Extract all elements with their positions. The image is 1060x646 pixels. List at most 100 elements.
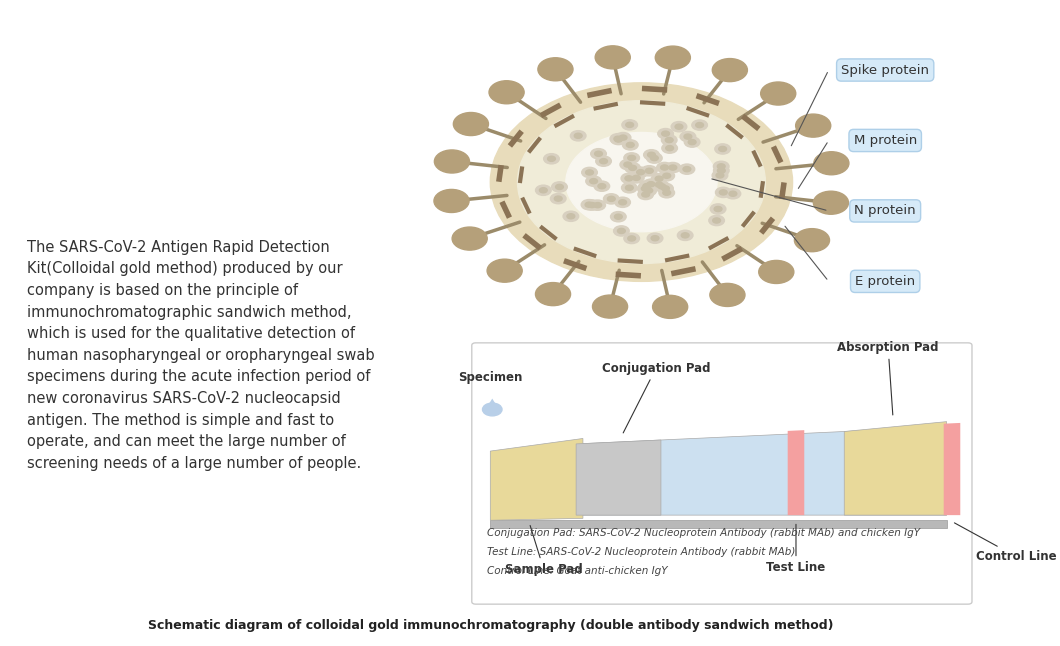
Text: Control Line: Control Line xyxy=(954,523,1057,563)
Circle shape xyxy=(633,175,640,180)
Text: Control Line: Goat anti-chicken IgY: Control Line: Goat anti-chicken IgY xyxy=(488,567,668,576)
Circle shape xyxy=(548,156,555,162)
Circle shape xyxy=(453,227,488,250)
Circle shape xyxy=(648,233,662,244)
Circle shape xyxy=(598,183,605,189)
Circle shape xyxy=(661,135,677,145)
Circle shape xyxy=(685,137,700,147)
Circle shape xyxy=(662,190,671,195)
Polygon shape xyxy=(491,439,583,520)
Circle shape xyxy=(624,233,639,244)
Text: Absorption Pad: Absorption Pad xyxy=(837,340,939,415)
Circle shape xyxy=(622,140,638,150)
Circle shape xyxy=(550,194,566,203)
Circle shape xyxy=(595,46,631,69)
Circle shape xyxy=(596,156,612,166)
Circle shape xyxy=(590,149,606,159)
Circle shape xyxy=(629,165,636,171)
Circle shape xyxy=(671,121,687,132)
Circle shape xyxy=(633,167,649,177)
Circle shape xyxy=(653,295,688,318)
Circle shape xyxy=(665,162,681,172)
Circle shape xyxy=(651,156,658,161)
Circle shape xyxy=(655,182,664,187)
Circle shape xyxy=(566,132,717,232)
Text: Sample Pad: Sample Pad xyxy=(505,525,583,576)
Circle shape xyxy=(655,46,690,69)
Circle shape xyxy=(611,134,625,144)
Circle shape xyxy=(658,184,666,189)
Circle shape xyxy=(607,196,615,202)
Circle shape xyxy=(594,203,602,208)
Circle shape xyxy=(648,152,655,158)
Circle shape xyxy=(714,207,722,211)
Circle shape xyxy=(683,167,691,172)
Circle shape xyxy=(647,182,655,187)
Circle shape xyxy=(491,83,793,282)
Circle shape xyxy=(589,178,598,183)
FancyBboxPatch shape xyxy=(472,343,972,604)
Circle shape xyxy=(682,233,689,238)
Circle shape xyxy=(517,101,765,264)
Polygon shape xyxy=(788,430,805,515)
Polygon shape xyxy=(491,520,947,528)
Circle shape xyxy=(603,194,619,204)
Circle shape xyxy=(625,185,633,191)
Circle shape xyxy=(551,182,567,192)
Circle shape xyxy=(794,229,830,252)
Circle shape xyxy=(586,176,601,186)
Circle shape xyxy=(637,183,653,194)
Circle shape xyxy=(718,168,725,173)
Circle shape xyxy=(688,140,696,145)
Text: N protein: N protein xyxy=(854,204,916,218)
Circle shape xyxy=(567,214,575,219)
Circle shape xyxy=(615,132,631,143)
Circle shape xyxy=(628,155,636,160)
Circle shape xyxy=(482,403,502,416)
Circle shape xyxy=(575,133,582,138)
Circle shape xyxy=(628,236,636,241)
Text: Test Line: SARS-CoV-2 Nucleoprotein Antibody (rabbit MAb): Test Line: SARS-CoV-2 Nucleoprotein Anti… xyxy=(488,547,796,557)
Circle shape xyxy=(677,230,693,240)
Circle shape xyxy=(661,186,669,191)
Circle shape xyxy=(641,185,656,196)
Circle shape xyxy=(540,188,547,193)
Circle shape xyxy=(695,123,704,128)
Circle shape xyxy=(641,192,650,197)
Circle shape xyxy=(641,186,649,191)
Circle shape xyxy=(719,147,726,152)
Circle shape xyxy=(643,183,651,189)
Circle shape xyxy=(544,154,560,164)
Circle shape xyxy=(581,200,597,210)
Circle shape xyxy=(710,284,745,306)
Circle shape xyxy=(621,183,637,193)
Circle shape xyxy=(658,129,673,139)
Polygon shape xyxy=(485,399,499,410)
Circle shape xyxy=(644,188,653,193)
Circle shape xyxy=(709,215,724,225)
Circle shape xyxy=(659,187,674,198)
Circle shape xyxy=(619,200,626,205)
Circle shape xyxy=(657,162,672,172)
Circle shape xyxy=(716,187,731,198)
Circle shape xyxy=(435,150,470,173)
Circle shape xyxy=(611,134,626,145)
Circle shape xyxy=(712,171,728,180)
Circle shape xyxy=(652,180,667,190)
Circle shape xyxy=(729,191,737,196)
Circle shape xyxy=(637,170,644,175)
Circle shape xyxy=(600,159,607,163)
Text: Conjugation Pad: SARS-CoV-2 Nucleoprotein Antibody (rabbit MAb) and chicken IgY: Conjugation Pad: SARS-CoV-2 Nucleoprotei… xyxy=(488,528,920,538)
Circle shape xyxy=(712,59,747,81)
Circle shape xyxy=(692,120,707,130)
Circle shape xyxy=(555,184,563,189)
Circle shape xyxy=(582,167,598,178)
Circle shape xyxy=(593,295,628,318)
Circle shape xyxy=(659,171,674,181)
Circle shape xyxy=(814,152,849,175)
Circle shape xyxy=(585,170,594,175)
Circle shape xyxy=(611,212,626,222)
Circle shape xyxy=(718,164,725,169)
Circle shape xyxy=(651,174,667,184)
Circle shape xyxy=(618,229,625,233)
